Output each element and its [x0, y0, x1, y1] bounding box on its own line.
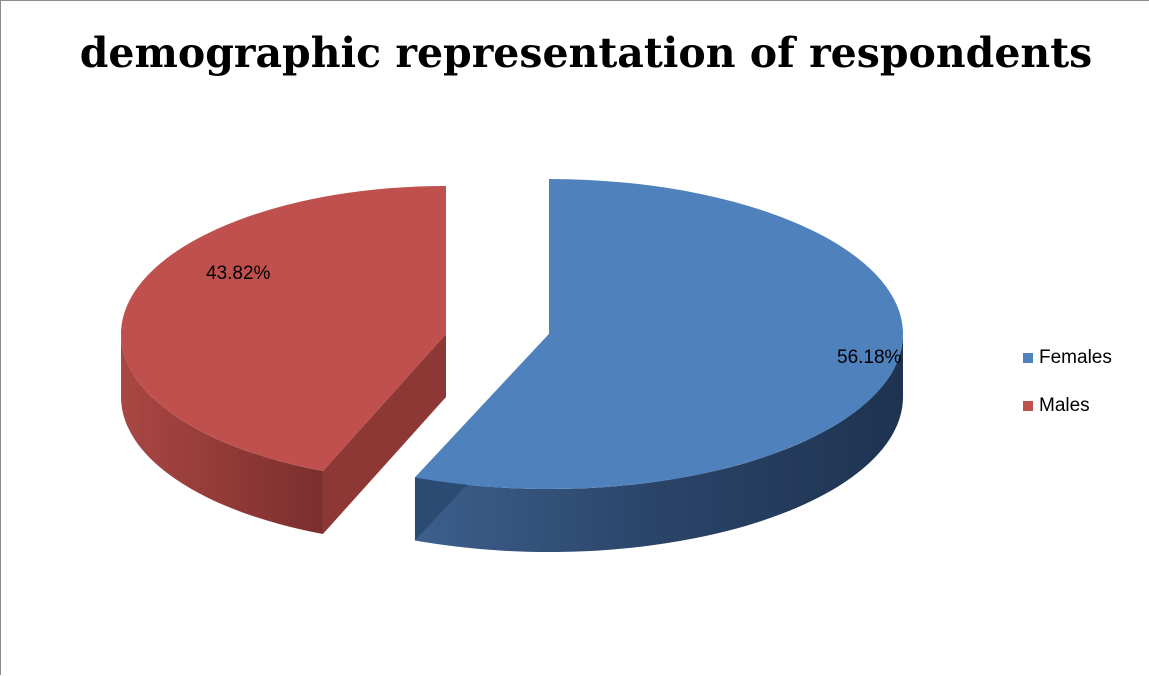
data-label-females: 56.18%	[837, 347, 902, 368]
chart-title: demographic representation of respondent…	[79, 29, 1093, 77]
legend-item-females: Females	[1023, 345, 1112, 371]
legend-label-males: Males	[1039, 395, 1090, 416]
data-label-males: 43.82%	[206, 263, 271, 284]
legend: Females Males	[1023, 345, 1112, 441]
legend-label-females: Females	[1039, 347, 1112, 368]
pie-side-males	[121, 334, 323, 534]
legend-swatch-females	[1023, 353, 1033, 363]
legend-item-males: Males	[1023, 393, 1112, 419]
pie-slice-females	[414, 179, 903, 489]
pie-side-females	[414, 334, 903, 552]
pie-slice-males	[120, 186, 446, 471]
pie-cut-face-males-0	[322, 334, 446, 534]
legend-swatch-males	[1023, 401, 1033, 411]
